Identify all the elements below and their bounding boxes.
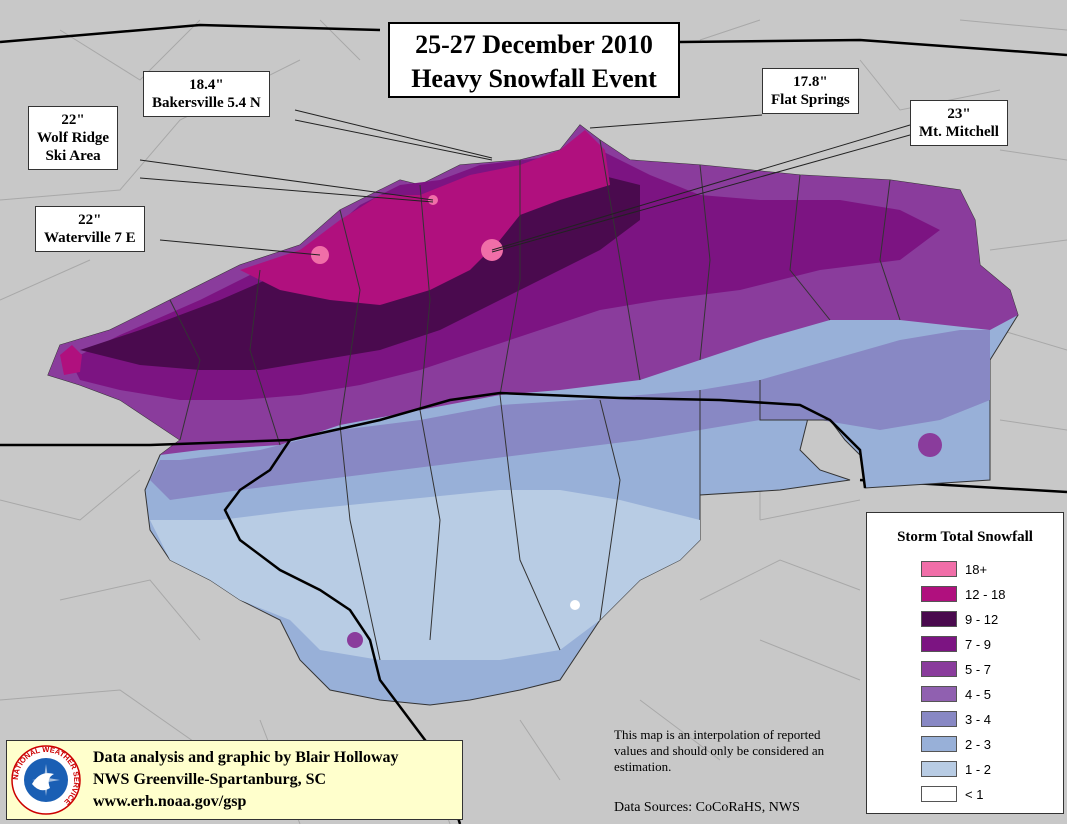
credit-line-1: Data analysis and graphic by Blair Hollo… <box>93 749 399 766</box>
callout-station: Mt. Mitchell <box>919 124 999 140</box>
legend-label: 12 - 18 <box>965 586 1006 602</box>
legend-swatch <box>921 786 957 802</box>
legend-item: 9 - 12 <box>921 610 998 628</box>
callout-station: Waterville 7 E <box>44 230 136 246</box>
legend-label: < 1 <box>965 786 984 802</box>
callout-amount: 22" <box>61 112 85 128</box>
data-sources: Data Sources: CoCoRaHS, NWS <box>614 800 800 815</box>
legend-swatch <box>921 736 957 752</box>
callout-amount: 23" <box>947 106 971 122</box>
callout-amount: 22" <box>78 212 102 228</box>
callout-station-line-2: Ski Area <box>45 148 101 164</box>
legend-item: 3 - 4 <box>921 710 991 728</box>
callout-station: Flat Springs <box>771 92 850 108</box>
legend-item: 2 - 3 <box>921 735 991 753</box>
callout-amount: 18.4" <box>189 77 224 93</box>
legend-item: < 1 <box>921 785 983 803</box>
callout-waterville: 22" Waterville 7 E <box>35 206 145 252</box>
legend-item: 7 - 9 <box>921 635 991 653</box>
legend-label: 18+ <box>965 561 988 577</box>
callout-mt-mitchell: 23" Mt. Mitchell <box>910 100 1008 146</box>
credit-box: NATIONAL WEATHER SERVICE Data analysis a… <box>6 740 463 820</box>
legend-label: 4 - 5 <box>965 686 992 702</box>
ga-sc-border <box>223 439 462 824</box>
nc-sc-border <box>149 391 867 489</box>
legend-swatch <box>921 561 957 577</box>
legend-item: 5 - 7 <box>921 660 991 678</box>
legend-item: 4 - 5 <box>921 685 991 703</box>
legend-swatch <box>921 711 957 727</box>
callout-wolf-ridge: 22" Wolf Ridge Ski Area <box>28 106 119 170</box>
callout-leader-lines <box>139 109 911 256</box>
snowfall-bands <box>48 125 1018 660</box>
legend-label: 2 - 3 <box>965 736 992 752</box>
legend-swatch <box>921 586 957 602</box>
callout-amount: 17.8" <box>793 74 828 90</box>
title-line-2: Heavy Snowfall Event <box>411 64 657 93</box>
callout-flat-springs: 17.8" Flat Springs <box>762 68 859 114</box>
callout-station: Bakersville 5.4 N <box>152 95 261 111</box>
legend-item: 12 - 18 <box>921 585 1005 603</box>
map-title: 25-27 December 2010 Heavy Snowfall Event <box>388 22 680 98</box>
legend-swatch <box>921 761 957 777</box>
legend-swatch <box>921 636 957 652</box>
legend-swatch <box>921 686 957 702</box>
credit-line-2: NWS Greenville-Spartanburg, SC <box>93 771 327 788</box>
legend: Storm Total Snowfall 18+ 12 - 18 9 - 12 7 -… <box>866 512 1064 814</box>
legend-label: 3 - 4 <box>965 711 992 727</box>
callout-bakersville: 18.4" Bakersville 5.4 N <box>143 71 270 117</box>
credit-line-3: www.erh.noaa.gov/gsp <box>93 793 247 810</box>
title-line-1: 25-27 December 2010 <box>415 30 653 59</box>
legend-item: 18+ <box>921 560 987 578</box>
legend-label: 9 - 12 <box>965 611 999 627</box>
legend-label: 5 - 7 <box>965 661 992 677</box>
legend-swatch <box>921 611 957 627</box>
legend-swatch <box>921 661 957 677</box>
interpolation-note: This map is an interpolation of reported… <box>614 727 825 774</box>
legend-label: 1 - 2 <box>965 761 992 777</box>
legend-label: 7 - 9 <box>965 636 992 652</box>
county-borders <box>169 139 901 661</box>
legend-title: Storm Total Snowfall <box>897 529 1033 545</box>
nws-logo-icon: NATIONAL WEATHER SERVICE <box>11 745 81 815</box>
legend-item: 1 - 2 <box>921 760 991 778</box>
callout-station-line-1: Wolf Ridge <box>37 130 110 146</box>
